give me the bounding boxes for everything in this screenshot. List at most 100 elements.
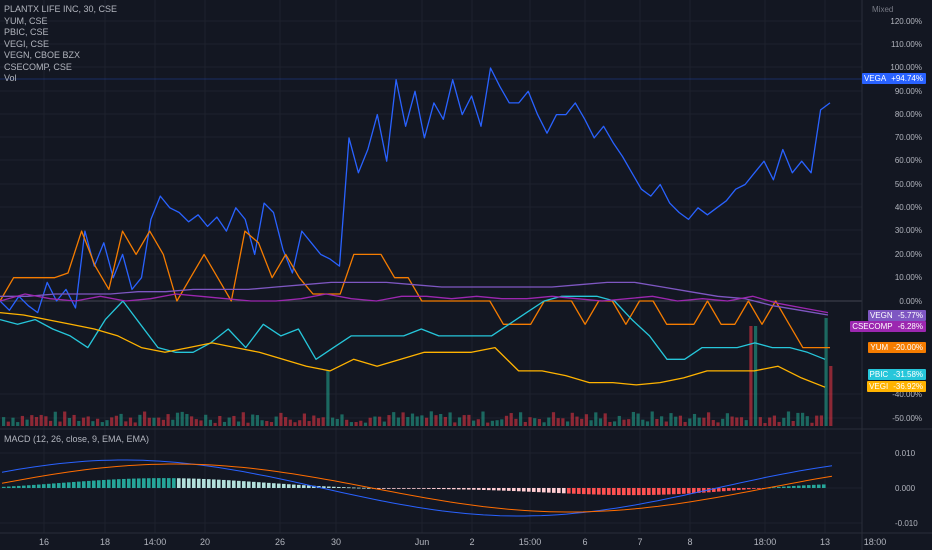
macd-histogram-bar: [137, 478, 141, 488]
macd-histogram-bar: [437, 488, 441, 490]
x-tick-label: 6: [582, 537, 587, 547]
macd-histogram-bar: [542, 488, 546, 493]
macd-histogram-bar: [517, 488, 521, 492]
volume-bar: [368, 417, 372, 426]
volume-bar: [481, 411, 485, 426]
macd-histogram-bar: [37, 484, 41, 488]
macd-histogram-bar: [447, 488, 451, 490]
macd-histogram-bar: [502, 488, 506, 491]
price-tag-vegi: VEGI -36.92%: [867, 381, 926, 392]
y-tick-label: 60.00%: [895, 156, 922, 165]
volume-bar: [331, 417, 335, 426]
volume-bar: [185, 414, 189, 426]
volume-bar: [180, 411, 184, 426]
volume-bar: [730, 416, 734, 426]
price-tag-value: -36.92%: [893, 382, 923, 391]
macd-histogram-bar: [512, 488, 516, 492]
x-tick-label: 7: [637, 537, 642, 547]
volume-bar: [472, 420, 476, 426]
volume-bar: [161, 419, 165, 426]
volume-bar: [63, 411, 67, 426]
macd-histogram-bar: [582, 488, 586, 495]
volume-bar: [157, 417, 161, 426]
macd-histogram-bar: [42, 484, 46, 488]
macd-histogram-bar: [322, 486, 326, 488]
volume-bar: [166, 414, 170, 426]
legend-item-yum[interactable]: YUM, CSE: [4, 15, 48, 26]
volume-bar: [819, 415, 823, 426]
price-tag-symbol: VEGN: [869, 311, 893, 320]
price-tag-yum: YUM -20.00%: [868, 342, 926, 353]
volume-bar: [645, 421, 650, 426]
macd-histogram-bar: [807, 485, 811, 488]
volume-bar: [777, 421, 781, 426]
volume-bar: [227, 417, 231, 426]
volume-bar: [16, 422, 20, 426]
volume-bar: [509, 413, 513, 426]
volume-bar: [312, 415, 316, 426]
macd-histogram-bar: [602, 488, 606, 495]
volume-bar: [608, 421, 612, 426]
volume-bar: [603, 413, 607, 426]
macd-histogram-bar: [797, 485, 801, 488]
macd-histogram-bar: [487, 488, 491, 491]
macd-histogram-bar: [342, 487, 346, 488]
volume-bar: [660, 416, 664, 426]
macd-histogram-bar: [142, 478, 146, 488]
macd-histogram-bar: [332, 486, 336, 488]
macd-histogram-bar: [452, 488, 456, 490]
volume-bar: [782, 417, 786, 426]
volume-bar: [363, 422, 368, 426]
macd-histogram-bar: [207, 479, 211, 488]
y-tick-label: 50.00%: [895, 180, 922, 189]
macd-histogram-bar: [812, 484, 816, 488]
volume-bar: [707, 412, 711, 426]
volume-bar: [500, 419, 504, 426]
volume-bar: [86, 416, 90, 426]
series-line-yum: [0, 230, 830, 349]
volume-bar: [293, 422, 297, 426]
macd-histogram-bar: [167, 478, 171, 488]
volume-bar: [410, 413, 415, 426]
macd-histogram-bar: [647, 488, 651, 495]
volume-bar: [194, 419, 198, 426]
macd-histogram-bar: [422, 488, 426, 489]
volume-bar: [697, 417, 701, 426]
macd-histogram-bar: [97, 480, 101, 488]
volume-bar: [429, 411, 433, 426]
macd-legend[interactable]: MACD (12, 26, close, 9, EMA, EMA): [4, 434, 150, 444]
volume-bar: [655, 418, 659, 426]
legend-item-vegi[interactable]: VEGI, CSE: [4, 38, 50, 49]
volume-bar: [542, 422, 546, 426]
volume-bar: [96, 418, 100, 426]
price-tag-csecomp: CSECOMP -6.28%: [850, 321, 926, 332]
legend-title[interactable]: PLANTX LIFE INC, 30, CSE: [4, 4, 118, 14]
macd-histogram-bar: [482, 488, 486, 490]
macd-histogram-bar: [147, 478, 151, 488]
volume-bar: [650, 411, 654, 426]
volume-bar: [486, 422, 490, 426]
volume-bar: [547, 417, 551, 426]
volume-bar: [523, 421, 527, 426]
legend-item-vegn[interactable]: VEGN, CBOE BZX: [4, 50, 81, 60]
volume-bar: [594, 412, 598, 426]
legend-item-csecomp[interactable]: CSECOMP, CSE: [4, 61, 72, 72]
scale-mode-label[interactable]: Mixed: [872, 5, 894, 14]
volume-bar: [392, 412, 396, 426]
macd-histogram-bar: [102, 479, 106, 488]
legend-item-pbic[interactable]: PBIC, CSE: [4, 27, 49, 37]
y-tick-label: 10.00%: [895, 273, 922, 282]
macd-histogram-bar: [662, 488, 666, 495]
macd-histogram-bar: [177, 478, 181, 488]
volume-bar: [321, 417, 325, 426]
legend-item-vol[interactable]: Vol: [4, 73, 17, 83]
price-tag-pbic: PBIC -31.58%: [867, 369, 926, 380]
volume-bar: [829, 366, 833, 426]
volume-bar: [415, 416, 419, 426]
macd-histogram-bar: [562, 488, 566, 494]
macd-histogram-bar: [402, 488, 406, 489]
price-tag-symbol: PBIC: [869, 370, 889, 379]
price-tag-symbol: VEGI: [869, 382, 889, 391]
volume-bar: [631, 411, 635, 426]
